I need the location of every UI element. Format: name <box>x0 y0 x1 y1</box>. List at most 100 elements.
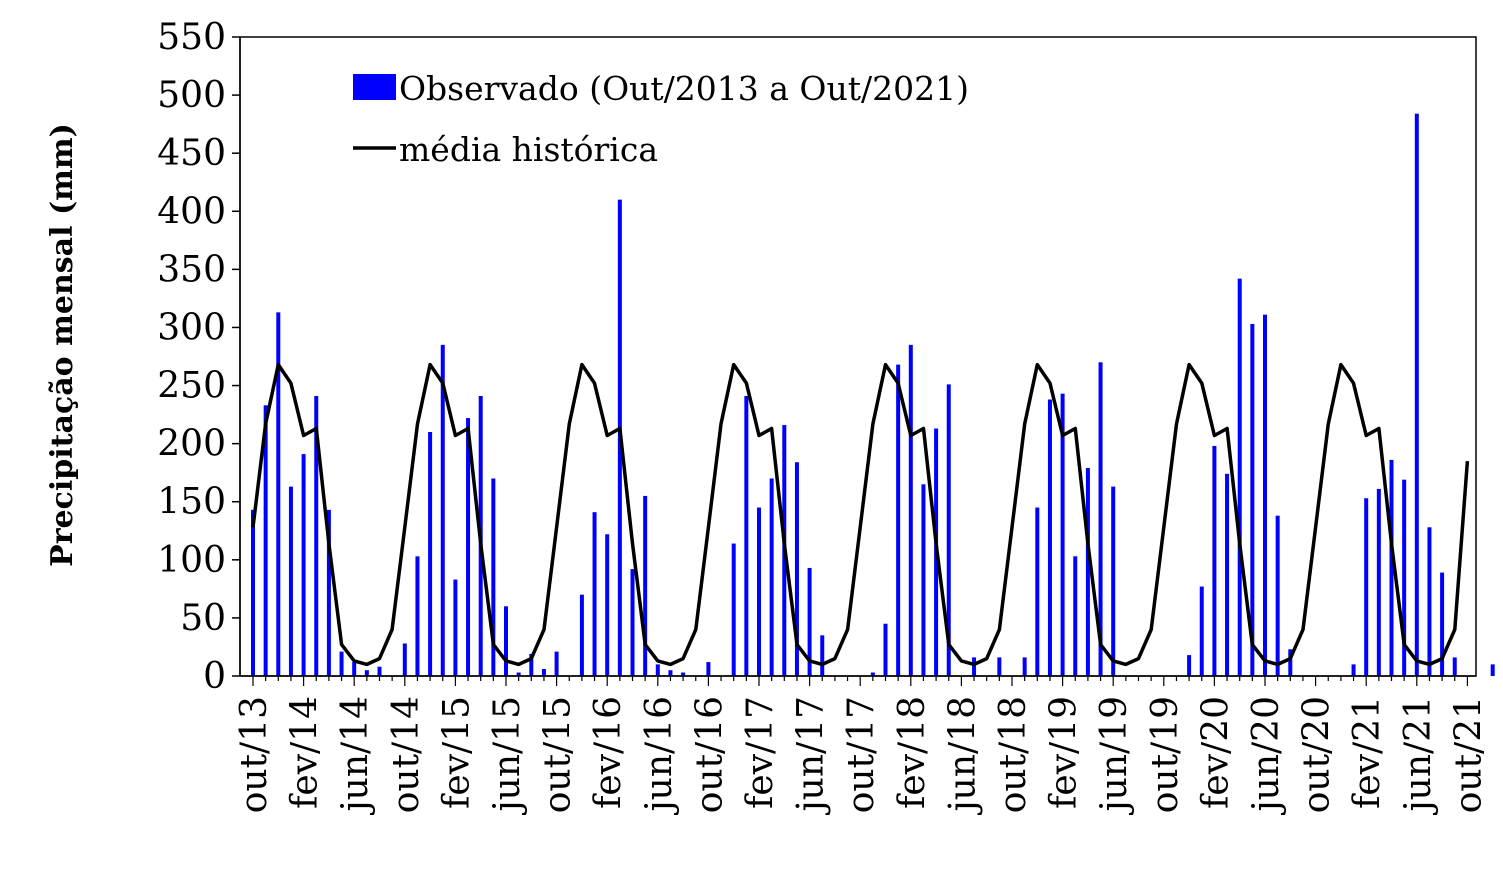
observed-bar <box>1275 515 1280 676</box>
observed-bar <box>668 670 673 676</box>
y-tick-label: 200 <box>157 424 226 465</box>
x-tick-label: out/13 <box>234 696 275 813</box>
observed-bar <box>706 662 711 676</box>
observed-bar <box>301 454 306 676</box>
observed-bar <box>681 672 686 676</box>
y-tick-label: 150 <box>157 482 226 523</box>
observed-bar <box>1022 657 1027 676</box>
observed-bar <box>1085 468 1090 676</box>
observed-bar <box>415 556 420 676</box>
x-tick-label: fev/15 <box>436 696 477 809</box>
x-tick-label: fev/14 <box>285 696 326 809</box>
observed-bar <box>870 672 875 676</box>
observed-bar <box>1376 488 1381 676</box>
x-tick-label: jun/20 <box>1246 696 1287 815</box>
observed-bar <box>1111 486 1116 676</box>
x-tick-label: out/18 <box>993 696 1034 813</box>
legend-bar-swatch <box>353 74 396 100</box>
observed-bar <box>1452 657 1457 676</box>
observed-bar <box>997 657 1002 676</box>
observed-bar <box>731 543 736 676</box>
observed-bar <box>579 594 584 676</box>
observed-bar <box>402 643 407 676</box>
x-tick-label: fev/18 <box>892 696 933 809</box>
observed-bar <box>972 657 977 676</box>
observed-bar <box>1351 664 1356 676</box>
y-tick-label: 50 <box>180 598 226 639</box>
observed-bar <box>1047 399 1052 676</box>
observed-bar <box>655 664 660 676</box>
observed-bar <box>428 432 433 676</box>
observed-bar <box>921 484 926 676</box>
x-tick-label: out/15 <box>538 696 579 813</box>
observed-bar <box>516 672 521 676</box>
y-tick-label: 250 <box>157 366 226 407</box>
observed-bar <box>440 344 445 676</box>
observed-bar <box>630 569 635 676</box>
observed-bar <box>1250 323 1255 676</box>
observed-bar <box>1199 586 1204 676</box>
observed-bar <box>504 606 508 676</box>
legend: Observado (Out/2013 a Out/2021) média hi… <box>353 69 969 169</box>
plot-frame <box>239 36 1477 677</box>
y-tick-label: 0 <box>203 656 226 697</box>
observed-bar <box>1073 556 1078 676</box>
observed-bar <box>1402 479 1407 676</box>
observed-bar <box>1225 473 1230 676</box>
x-tick-label: fev/16 <box>588 696 629 809</box>
observed-bar <box>1288 649 1293 676</box>
historical-mean-line <box>251 362 1470 667</box>
x-tick-label: jun/15 <box>487 696 528 815</box>
x-tick-label: out/20 <box>1297 696 1338 813</box>
observed-bar <box>1427 527 1432 676</box>
observed-bar <box>1212 445 1217 676</box>
x-tick-label: jun/21 <box>1398 696 1439 815</box>
observed-bar <box>1490 664 1495 676</box>
observed-bar <box>1414 113 1419 677</box>
observed-bar <box>1440 572 1445 676</box>
x-tick-label: out/21 <box>1448 696 1489 813</box>
observed-bar <box>605 534 610 676</box>
legend-mean-label: média histórica <box>399 130 658 169</box>
x-tick-label: jun/17 <box>791 696 832 815</box>
x-tick-label: jun/14 <box>335 696 376 815</box>
y-axis-title: Precipitação mensal (mm) <box>45 123 80 567</box>
observed-bar <box>339 651 344 676</box>
observed-bar <box>529 653 534 676</box>
observed-bar <box>554 651 559 676</box>
observed-bar <box>466 418 471 676</box>
y-tick-label: 550 <box>157 17 226 58</box>
observed-bar <box>946 384 951 676</box>
x-tick-label: out/14 <box>386 696 427 813</box>
observed-bar <box>883 623 888 676</box>
x-tick-label: fev/17 <box>740 696 781 809</box>
observed-bar <box>1364 498 1369 676</box>
observed-bar <box>326 509 331 676</box>
observed-bar <box>276 312 281 676</box>
observed-bar <box>1389 459 1394 676</box>
observed-bar <box>757 507 761 676</box>
observed-bar <box>1035 507 1040 676</box>
observed-bar <box>908 344 913 676</box>
x-tick-label: fev/20 <box>1195 696 1236 809</box>
observed-bar <box>769 478 774 676</box>
y-axis-ticks: 0 50 100 150 200 250 300 350 400 450 500 550 <box>157 17 240 697</box>
observed-bar <box>251 509 255 676</box>
observed-bar <box>541 669 546 676</box>
y-tick-label: 450 <box>157 133 226 174</box>
observed-bar <box>352 662 357 676</box>
x-tick-label: jun/18 <box>942 696 983 815</box>
observed-bar <box>377 666 382 676</box>
x-tick-label: out/17 <box>841 696 882 813</box>
x-tick-label: jun/19 <box>1094 696 1135 815</box>
y-tick-label: 400 <box>157 191 226 232</box>
observed-bar <box>491 478 496 676</box>
observed-bar <box>1263 314 1267 676</box>
observed-bar <box>364 670 369 676</box>
y-tick-label: 500 <box>157 75 226 116</box>
observed-bar <box>1187 655 1192 676</box>
observed-bar <box>807 567 812 676</box>
x-tick-label: fev/21 <box>1347 696 1388 809</box>
observed-bar <box>744 396 749 676</box>
